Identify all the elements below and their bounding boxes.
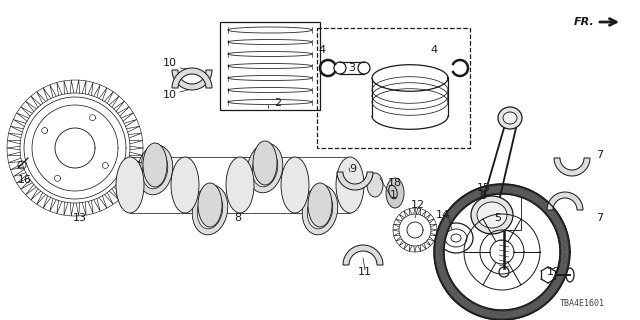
Text: 6: 6 [479,191,486,201]
Bar [479,192,521,230]
Text: 9: 9 [349,164,356,174]
Text: 16: 16 [18,175,32,185]
Text: 4: 4 [430,45,437,55]
Ellipse shape [197,191,223,229]
Text: 7: 7 [596,150,603,160]
Ellipse shape [367,173,383,197]
Ellipse shape [247,143,283,193]
Ellipse shape [386,178,404,208]
Polygon shape [547,192,583,210]
Polygon shape [337,172,373,190]
Ellipse shape [192,185,228,235]
Text: 5: 5 [494,213,501,223]
Ellipse shape [198,183,222,227]
Text: TBA4E1601: TBA4E1601 [559,299,605,308]
Text: 10: 10 [163,90,177,100]
Text: 3: 3 [349,63,355,73]
Ellipse shape [171,157,199,213]
Polygon shape [554,158,590,176]
Ellipse shape [477,202,507,228]
Text: 18: 18 [388,178,402,188]
Ellipse shape [143,143,167,187]
Ellipse shape [226,157,254,213]
Ellipse shape [308,183,332,227]
Text: 15: 15 [477,183,491,193]
Text: 10: 10 [163,58,177,68]
Polygon shape [172,70,212,90]
Text: 1: 1 [390,190,397,200]
Ellipse shape [281,157,309,213]
Ellipse shape [302,185,338,235]
Text: 8: 8 [234,213,241,223]
Ellipse shape [137,145,173,195]
Ellipse shape [142,151,168,189]
Text: 7: 7 [596,213,603,223]
Ellipse shape [307,191,333,229]
Text: 2: 2 [275,98,282,108]
Ellipse shape [388,185,397,199]
Text: 13: 13 [73,213,87,223]
Text: 11: 11 [358,267,372,277]
Ellipse shape [252,149,278,187]
Text: 12: 12 [411,200,425,210]
Ellipse shape [503,112,517,124]
Ellipse shape [471,196,513,234]
Text: 4: 4 [319,45,326,55]
Text: 14: 14 [436,210,450,220]
Polygon shape [172,68,212,88]
Bar [220,22,320,110]
Text: FR.: FR. [574,17,595,27]
Polygon shape [343,245,383,265]
Ellipse shape [116,157,144,213]
Ellipse shape [253,141,277,185]
Ellipse shape [336,157,364,213]
Bar [317,28,470,148]
Text: 17: 17 [547,267,561,277]
Ellipse shape [498,107,522,129]
